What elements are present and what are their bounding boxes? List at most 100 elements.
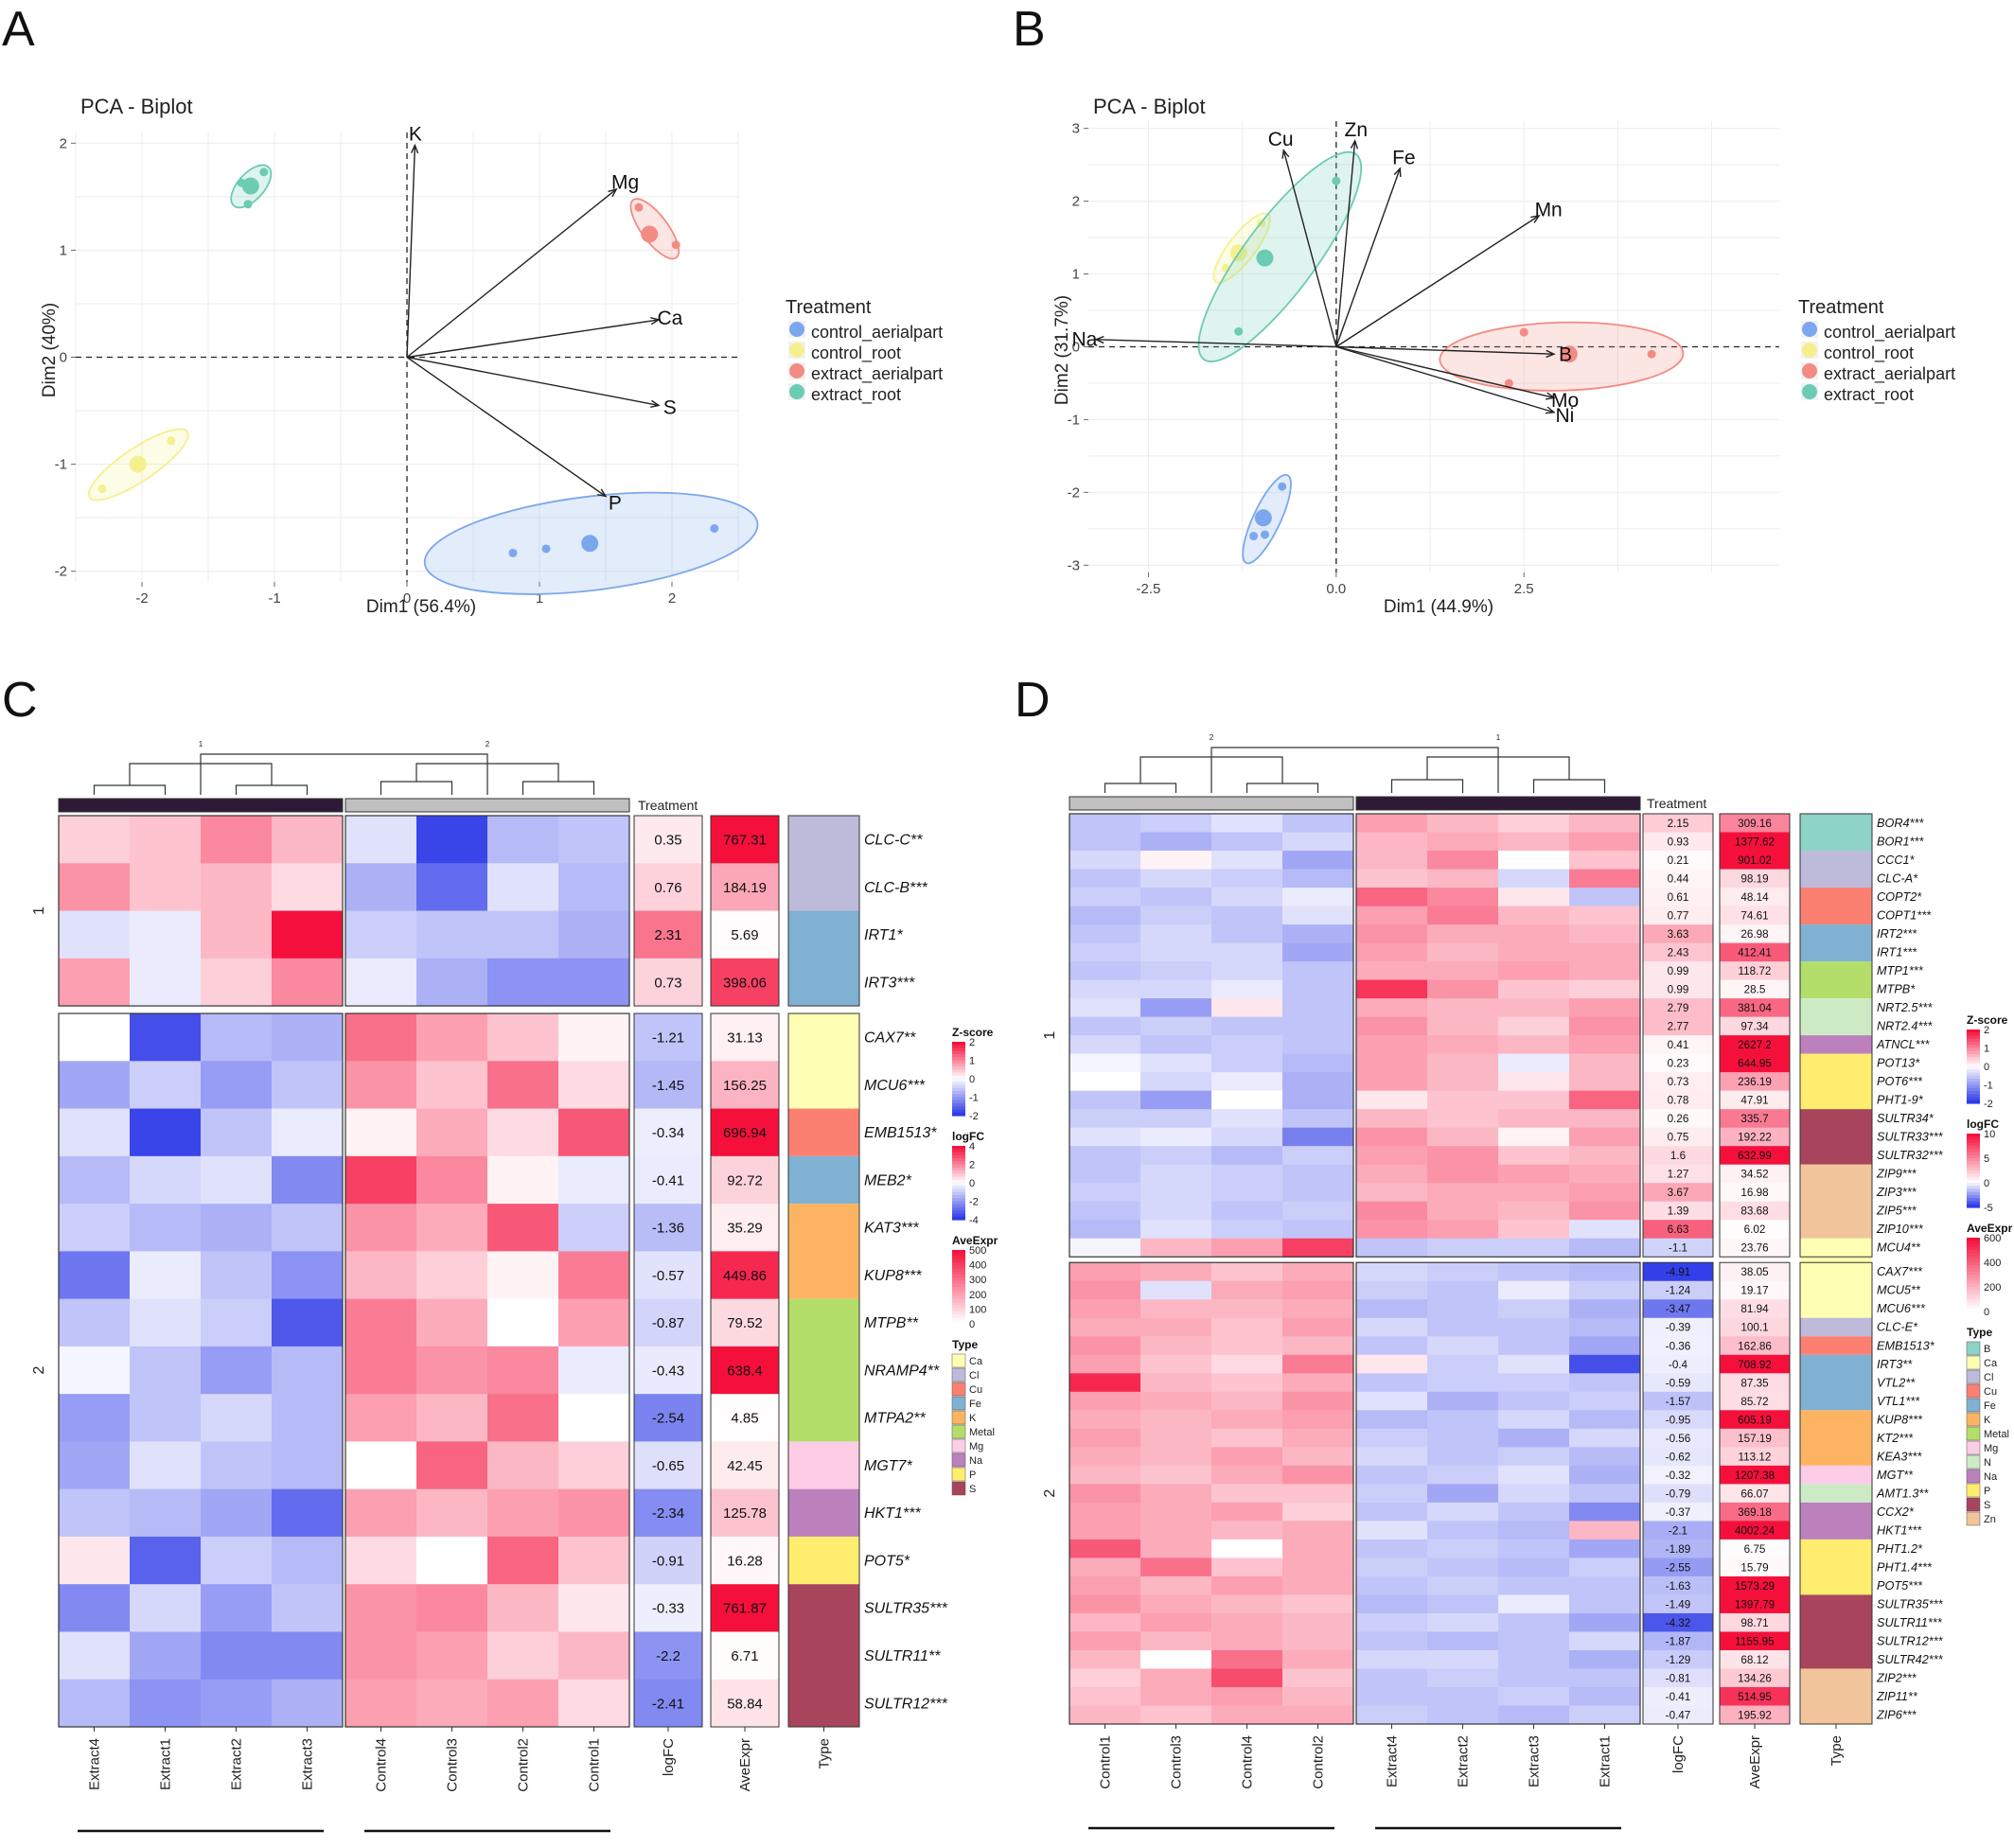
heatmap-cell xyxy=(1211,1521,1282,1540)
legend-gradient xyxy=(952,1183,965,1187)
heatmap-cell xyxy=(1427,906,1498,925)
heatmap-cell xyxy=(130,1536,201,1585)
heatmap-cell xyxy=(130,1108,201,1157)
heatmap-cell xyxy=(1140,1686,1211,1706)
cluster-border xyxy=(710,815,780,1007)
gene-label: SULTR32*** xyxy=(1877,1149,1944,1162)
heatmap-cell xyxy=(1356,1705,1427,1725)
logfc-value: 1.39 xyxy=(1668,1206,1689,1218)
dendrogram-branch xyxy=(415,763,559,782)
group-centroid xyxy=(241,177,259,195)
heatmap-cell xyxy=(487,1488,558,1538)
heatmap-cell xyxy=(558,1584,629,1632)
aveexpr-value: 15.79 xyxy=(1740,1561,1768,1574)
legend-tick: 2 xyxy=(969,1037,975,1048)
heatmap-cell xyxy=(1569,1262,1640,1282)
heatmap-cell xyxy=(201,1441,272,1490)
heatmap-cell xyxy=(487,1204,558,1252)
column-label: Control1 xyxy=(1098,1735,1114,1789)
heatmap-cell xyxy=(1498,851,1569,871)
logfc-value: 0.75 xyxy=(1668,1132,1689,1144)
heatmap-cell xyxy=(1356,1299,1427,1319)
dendrogram xyxy=(1210,747,1499,793)
vector-label: Ni xyxy=(1556,405,1575,427)
heatmap-cell xyxy=(1569,832,1640,852)
type-legend-key xyxy=(1966,1440,1981,1455)
heatmap-cell xyxy=(1498,814,1569,834)
column-label: AveExpr xyxy=(1747,1735,1763,1788)
data-point xyxy=(634,202,644,212)
pca-b-xlabel: Dim1 (44.9%) xyxy=(1384,597,1493,617)
legend-gradient xyxy=(1967,1047,1980,1052)
vector-label: Ca xyxy=(657,308,682,329)
aveexpr-value: 83.68 xyxy=(1740,1206,1768,1218)
loading-vector xyxy=(1095,339,1336,348)
heatmap-cell xyxy=(1069,1410,1140,1430)
legend-gradient xyxy=(1967,1299,1980,1303)
heatmap-cell xyxy=(1282,888,1353,907)
logfc-value: -0.91 xyxy=(652,1553,684,1569)
logfc-cell xyxy=(1643,851,1713,871)
logfc-value: -2.41 xyxy=(652,1696,684,1712)
heatmap-cell xyxy=(130,1584,201,1632)
vector-label: Cu xyxy=(1268,129,1294,150)
legend-gradient xyxy=(952,1167,965,1171)
gene-label: IRT3** xyxy=(1877,1358,1913,1371)
heatmap-cell xyxy=(1140,1612,1211,1632)
legend-key xyxy=(789,363,804,378)
heatmap-cell xyxy=(416,1251,487,1300)
loading-vector xyxy=(1335,345,1555,399)
heatmap-cell xyxy=(272,1013,343,1062)
logfc-value: -1.89 xyxy=(1666,1543,1691,1556)
heatmap-cell xyxy=(1498,1391,1569,1411)
logfc-cell xyxy=(1643,1109,1713,1129)
heatmap-cell xyxy=(558,1013,629,1062)
logfc-cell xyxy=(1643,1428,1713,1448)
aveexpr-value: 696.94 xyxy=(723,1125,767,1141)
heatmap-cell xyxy=(1498,1090,1569,1110)
legend-title: Type xyxy=(1967,1326,1992,1339)
heatmap-cell xyxy=(1140,832,1211,852)
logfc-value: -0.79 xyxy=(1666,1487,1691,1500)
heatmap-cell xyxy=(1356,832,1427,852)
heatmap-cell xyxy=(272,1204,343,1252)
legend-gradient xyxy=(1967,1295,1980,1300)
heatmap-cell xyxy=(1211,1183,1282,1203)
heatmap-cell xyxy=(1569,1016,1640,1036)
pca-a-legend-title: Treatment xyxy=(786,297,872,318)
heatmap-cell xyxy=(1211,961,1282,981)
legend-tick: 200 xyxy=(1984,1282,2001,1294)
legend-gradient xyxy=(952,1054,965,1058)
heatmap-cell xyxy=(1211,1539,1282,1558)
heatmap-cell xyxy=(1498,1299,1569,1319)
heatmap-cell xyxy=(1356,1053,1427,1073)
gene-label: KAT3*** xyxy=(864,1221,919,1237)
gene-label: MTPA2** xyxy=(864,1411,926,1427)
loading-vector xyxy=(1335,345,1555,414)
heatmap-cell xyxy=(201,1631,272,1681)
legend-gradient xyxy=(1967,1146,1980,1150)
heatmap-cell xyxy=(130,1346,201,1395)
logfc-value: 0.73 xyxy=(1668,1076,1689,1088)
logfc-cell xyxy=(634,910,702,959)
heatmap-cell xyxy=(1282,1373,1353,1393)
heatmap-cell xyxy=(345,1584,416,1632)
heatmap-cell xyxy=(1140,1262,1211,1282)
type-block xyxy=(1800,851,1872,889)
legend-gradient xyxy=(952,1207,965,1211)
heatmap-cell xyxy=(1356,906,1427,925)
gene-label: PHT1.4*** xyxy=(1877,1560,1933,1574)
type-block xyxy=(1800,1465,1872,1485)
legend-gradient xyxy=(1967,1256,1980,1260)
heatmap-cell xyxy=(1211,888,1282,907)
heatmap-cell xyxy=(1211,832,1282,852)
type-block xyxy=(1800,1354,1872,1411)
logfc-value: -0.81 xyxy=(1666,1672,1691,1684)
legend-gradient xyxy=(1967,1032,1980,1037)
aveexpr-value: 335.7 xyxy=(1740,1113,1768,1125)
cluster-label: 2 xyxy=(1042,1489,1058,1498)
heatmap-cell xyxy=(1569,1238,1640,1258)
logfc-value: -0.41 xyxy=(1666,1691,1691,1703)
aveexpr-value: 1207.38 xyxy=(1735,1470,1775,1482)
